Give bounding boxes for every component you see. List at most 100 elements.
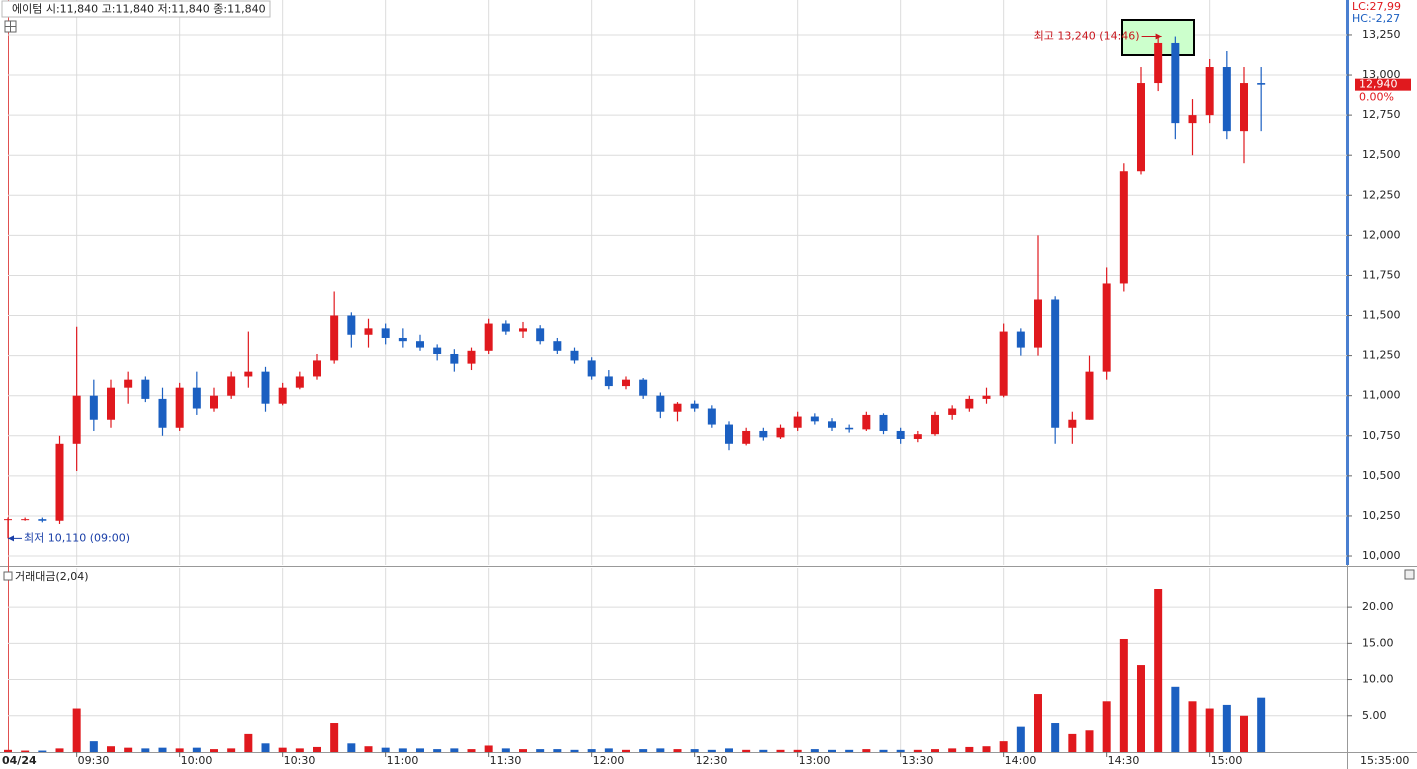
candle-body xyxy=(261,371,270,404)
candle-body xyxy=(1257,83,1266,85)
volume-bar xyxy=(845,749,854,752)
indicator-hc: HC:-2,27 xyxy=(1352,12,1400,25)
y-tick-label: 12,000 xyxy=(1362,228,1401,241)
candle-body xyxy=(1119,171,1128,284)
candle-body xyxy=(158,398,167,428)
panel-button[interactable] xyxy=(1404,569,1415,580)
candle-body xyxy=(1051,299,1060,428)
volume-bar xyxy=(948,748,957,752)
volume-bar xyxy=(21,750,30,752)
candle-body xyxy=(141,379,150,399)
y-tick-label: 10.00 xyxy=(1362,673,1394,686)
x-tick-label: 11:30 xyxy=(490,754,522,767)
candle-body xyxy=(330,315,339,361)
volume-bar xyxy=(622,749,630,752)
candle-body xyxy=(982,395,991,399)
candle-body xyxy=(38,519,47,521)
candle-body xyxy=(707,408,716,425)
last-price-label: 12,940 xyxy=(1359,78,1398,91)
candle-body xyxy=(107,387,115,420)
candle-body xyxy=(313,360,321,377)
annotation: 최고 13,240 (14:46) xyxy=(1034,30,1140,43)
candle-body xyxy=(810,416,819,422)
date-label: 04/24 xyxy=(2,754,37,767)
volume-bar xyxy=(776,749,785,752)
x-tick-label: 14:00 xyxy=(1005,754,1037,767)
x-tick-label: 12:30 xyxy=(696,754,728,767)
candle-body xyxy=(416,341,424,348)
candle-body xyxy=(553,341,562,351)
volume-bar xyxy=(931,749,939,752)
candle-body xyxy=(278,387,287,404)
candle-body xyxy=(381,328,390,338)
volume-bar xyxy=(1016,726,1025,752)
candle-body xyxy=(1068,419,1077,428)
candle-body xyxy=(604,376,613,387)
volume-bar xyxy=(1051,723,1060,752)
candle-body xyxy=(1171,42,1180,124)
candle-body xyxy=(656,395,665,412)
volume-bar xyxy=(1205,708,1214,752)
volume-bar xyxy=(1188,701,1197,752)
candle-body xyxy=(570,350,579,361)
x-tick-label: 10:30 xyxy=(284,754,316,767)
volume-bar xyxy=(381,747,390,752)
panel-icon[interactable] xyxy=(3,571,13,581)
y-tick-label: 15.00 xyxy=(1362,636,1394,649)
volume-bar xyxy=(913,749,922,752)
volume-bar xyxy=(210,749,218,752)
volume-bar xyxy=(1257,697,1266,752)
last-price-box xyxy=(1355,78,1411,91)
volume-bar xyxy=(673,749,682,752)
marks xyxy=(4,33,1266,752)
candle-body xyxy=(467,350,476,364)
volume-bar xyxy=(587,749,596,752)
y-tick-label: 10,250 xyxy=(1362,509,1401,522)
volume-bar xyxy=(639,749,648,752)
candle-body xyxy=(433,347,442,355)
y-tick-label: 12,250 xyxy=(1362,188,1401,201)
current-time: 15:35:00 xyxy=(1360,754,1409,767)
volume-bar xyxy=(501,748,510,752)
volume-bar xyxy=(1222,704,1231,752)
candle-body xyxy=(673,403,682,412)
volume-bar xyxy=(707,749,716,752)
y-tick-label: 12,500 xyxy=(1362,148,1401,161)
volume-bar xyxy=(604,748,613,752)
x-tick-label: 13:30 xyxy=(902,754,934,767)
volume-bar xyxy=(1154,589,1163,752)
volume-bar xyxy=(416,748,424,752)
volume-bar xyxy=(570,749,579,752)
volume-bar xyxy=(295,748,304,752)
candle-body xyxy=(1188,115,1197,124)
y-tick-label: 11,500 xyxy=(1362,309,1401,322)
candle-body xyxy=(1085,371,1094,420)
candle-body xyxy=(587,360,596,377)
candle-body xyxy=(72,395,81,444)
y-tick-label: 10,000 xyxy=(1362,549,1401,562)
volume-bar xyxy=(982,746,991,752)
volume-bar xyxy=(1085,730,1094,752)
volume-bar xyxy=(484,745,493,752)
candle-body xyxy=(4,519,12,521)
candle-body xyxy=(124,379,133,388)
volume-bar xyxy=(999,741,1008,752)
candle-body xyxy=(913,434,922,439)
volume-bar xyxy=(1119,638,1128,752)
volume-bar xyxy=(227,748,236,752)
candle-body xyxy=(210,395,218,409)
candle-body xyxy=(948,408,957,415)
volume-title: 거래대금(2,04) xyxy=(15,570,89,583)
volume-bar xyxy=(896,749,905,752)
volume-bar xyxy=(38,750,47,752)
volume-bar xyxy=(433,749,442,752)
candle-body xyxy=(536,328,545,342)
candle-body xyxy=(965,398,974,409)
candle-body xyxy=(1205,67,1214,116)
candle-body xyxy=(450,354,459,364)
volume-bar xyxy=(965,746,974,752)
y-tick-label: 11,000 xyxy=(1362,389,1401,402)
candle-body xyxy=(896,430,905,439)
chart-title: 에이텀 시:11,840 고:11,840 저:11,840 종:11,840 xyxy=(12,3,266,16)
